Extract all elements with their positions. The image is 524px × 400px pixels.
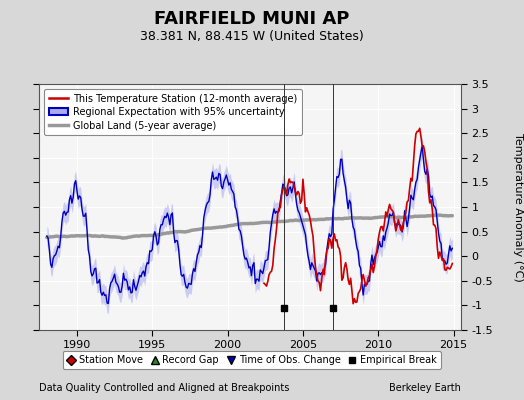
Text: Berkeley Earth: Berkeley Earth: [389, 383, 461, 393]
Text: FAIRFIELD MUNI AP: FAIRFIELD MUNI AP: [154, 10, 349, 28]
Y-axis label: Temperature Anomaly (°C): Temperature Anomaly (°C): [512, 133, 522, 281]
Text: Data Quality Controlled and Aligned at Breakpoints: Data Quality Controlled and Aligned at B…: [39, 383, 290, 393]
Text: 38.381 N, 88.415 W (United States): 38.381 N, 88.415 W (United States): [139, 30, 364, 43]
Legend: Station Move, Record Gap, Time of Obs. Change, Empirical Break: Station Move, Record Gap, Time of Obs. C…: [62, 351, 441, 369]
Legend: This Temperature Station (12-month average), Regional Expectation with 95% uncer: This Temperature Station (12-month avera…: [44, 89, 302, 135]
